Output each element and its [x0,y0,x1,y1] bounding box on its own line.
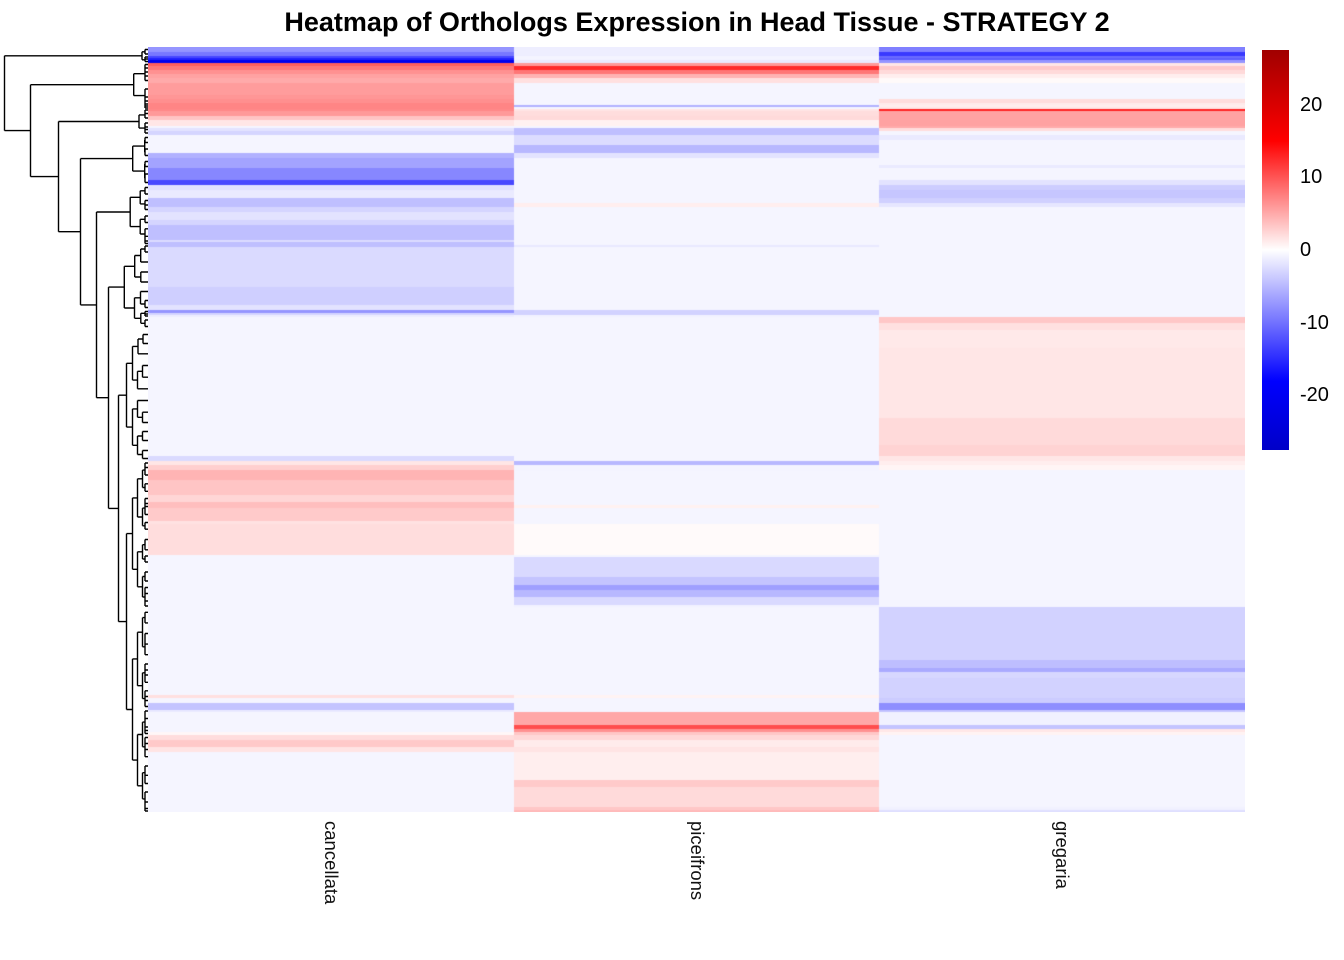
column-label-piceifrons: piceifrons [686,821,708,901]
heatmap-canvas [148,47,1245,812]
legend-tick-10: 10 [1300,166,1323,189]
legend-tick-0: 0 [1300,239,1312,261]
column-label-cancellata: cancellata [320,821,342,905]
dendrogram-lines [3,48,148,812]
legend-tick-20: 20 [1300,93,1323,116]
chart-title: Heatmap of Orthologs Expression in Head … [284,7,1110,37]
legend-tick--10: -10 [1300,311,1329,334]
row-dendrogram [3,48,148,812]
column-label-gregaria: gregaria [1052,821,1074,889]
legend-tick--20: -20 [1300,384,1329,407]
colorbar-legend [1262,50,1289,450]
